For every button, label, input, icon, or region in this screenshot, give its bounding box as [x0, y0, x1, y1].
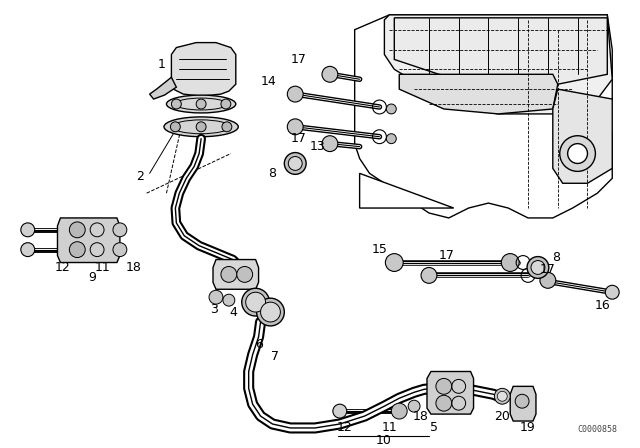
- Circle shape: [497, 391, 508, 401]
- Circle shape: [287, 119, 303, 135]
- Text: 4: 4: [229, 306, 237, 319]
- Polygon shape: [360, 173, 454, 208]
- Circle shape: [560, 136, 595, 172]
- Circle shape: [408, 400, 420, 412]
- Text: 14: 14: [260, 75, 276, 88]
- Polygon shape: [394, 18, 607, 84]
- Circle shape: [69, 242, 85, 258]
- Text: 3: 3: [210, 302, 218, 315]
- Text: 11: 11: [94, 261, 110, 274]
- Text: 6: 6: [255, 338, 262, 351]
- Circle shape: [196, 99, 206, 109]
- Ellipse shape: [288, 156, 302, 170]
- Circle shape: [69, 222, 85, 238]
- Circle shape: [21, 223, 35, 237]
- Text: 12: 12: [337, 422, 353, 435]
- Circle shape: [287, 86, 303, 102]
- Circle shape: [436, 395, 452, 411]
- Polygon shape: [172, 43, 236, 96]
- Polygon shape: [58, 218, 120, 263]
- Text: 10: 10: [376, 435, 391, 448]
- Circle shape: [387, 134, 396, 144]
- Text: 1: 1: [157, 58, 165, 71]
- Text: 17: 17: [291, 53, 306, 66]
- Circle shape: [391, 403, 407, 419]
- Text: 18: 18: [126, 261, 141, 274]
- Circle shape: [421, 267, 437, 283]
- Text: 18: 18: [413, 409, 429, 422]
- Circle shape: [605, 285, 619, 299]
- Circle shape: [170, 122, 180, 132]
- Circle shape: [221, 267, 237, 282]
- Polygon shape: [385, 15, 612, 114]
- Ellipse shape: [246, 292, 266, 312]
- Text: 15: 15: [371, 243, 387, 256]
- Circle shape: [223, 294, 235, 306]
- Ellipse shape: [257, 298, 284, 326]
- Text: 2: 2: [136, 170, 143, 183]
- Ellipse shape: [164, 117, 238, 137]
- Ellipse shape: [527, 257, 549, 278]
- Text: C0000858: C0000858: [577, 425, 617, 434]
- Text: 12: 12: [54, 261, 70, 274]
- Text: 17: 17: [439, 249, 455, 262]
- Polygon shape: [510, 386, 536, 421]
- Text: 5: 5: [430, 422, 438, 435]
- Text: 16: 16: [595, 299, 610, 312]
- Text: 17: 17: [291, 132, 306, 145]
- Text: 11: 11: [381, 422, 397, 435]
- Ellipse shape: [166, 95, 236, 113]
- Polygon shape: [150, 77, 177, 99]
- Circle shape: [540, 272, 556, 288]
- Polygon shape: [399, 74, 557, 114]
- Circle shape: [385, 254, 403, 271]
- Text: 19: 19: [520, 422, 536, 435]
- Ellipse shape: [242, 288, 269, 316]
- Text: 7: 7: [271, 350, 280, 363]
- Polygon shape: [553, 89, 612, 183]
- Text: 20: 20: [494, 409, 510, 422]
- Circle shape: [113, 223, 127, 237]
- Ellipse shape: [531, 261, 545, 275]
- Circle shape: [436, 379, 452, 394]
- Circle shape: [494, 388, 510, 404]
- Text: 9: 9: [88, 271, 96, 284]
- Circle shape: [322, 136, 338, 151]
- Ellipse shape: [284, 153, 306, 174]
- Text: 17: 17: [540, 263, 556, 276]
- Circle shape: [113, 243, 127, 257]
- Circle shape: [196, 122, 206, 132]
- Polygon shape: [427, 371, 474, 414]
- Circle shape: [221, 99, 231, 109]
- Circle shape: [21, 243, 35, 257]
- Text: 13: 13: [310, 140, 326, 153]
- Polygon shape: [355, 15, 612, 218]
- Circle shape: [209, 290, 223, 304]
- Text: 8: 8: [552, 251, 560, 264]
- Ellipse shape: [260, 302, 280, 322]
- Text: 8: 8: [268, 167, 276, 180]
- Circle shape: [515, 394, 529, 408]
- Circle shape: [322, 66, 338, 82]
- Circle shape: [501, 254, 519, 271]
- Circle shape: [172, 99, 181, 109]
- Polygon shape: [213, 259, 259, 289]
- Circle shape: [237, 267, 253, 282]
- Circle shape: [568, 144, 588, 164]
- Circle shape: [333, 404, 347, 418]
- Circle shape: [387, 104, 396, 114]
- Circle shape: [222, 122, 232, 132]
